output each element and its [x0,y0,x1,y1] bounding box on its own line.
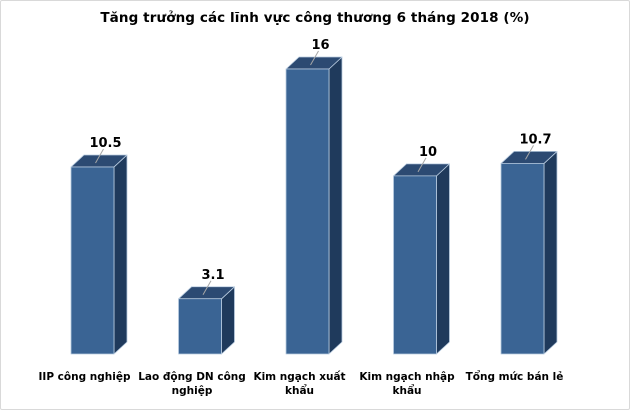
category-label: Lao động DN công nghiệp [138,371,246,397]
bar-side-face [436,163,450,355]
data-label-leader-line [417,157,427,173]
bar-front-face [178,298,222,355]
bar-front-face [393,175,437,355]
category-label: IIP công nghiệp [38,371,131,383]
data-label-leader-line [525,145,534,160]
category-label: Tổng mức bán lẻ [465,371,564,383]
data-label: 10 [419,145,437,160]
category-label: Kim ngạch nhập khẩu [359,371,455,397]
bar-front-face [70,166,115,355]
bar-0: 10.5 [70,136,128,355]
data-label: 3.1 [201,268,224,283]
chart-title: Tăng trưởng các lĩnh vực công thương 6 t… [100,10,530,26]
bar-3: 10 [393,145,450,355]
bar-side-face [543,151,558,355]
bar-side-face [328,56,343,355]
category-label: Kim ngạch xuất khẩu [253,371,346,397]
bar-front-face [285,68,330,355]
data-label: 16 [311,38,329,53]
bar-1: 3.1 [178,268,235,355]
bar-front-face [500,163,545,355]
bar-side-face [113,154,128,355]
data-label-leader-line [310,50,319,66]
data-label-leader-line [95,148,104,164]
bar-4: 10.7 [500,132,558,355]
data-label-leader-line [202,280,212,296]
bar-2: 16 [285,38,343,355]
data-label: 10.7 [519,132,551,147]
data-label: 10.5 [89,136,121,151]
